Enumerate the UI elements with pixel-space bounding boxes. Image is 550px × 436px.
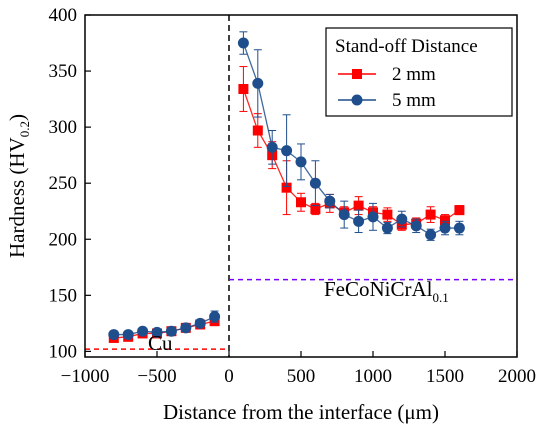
legend-label: 5 mm (392, 90, 436, 111)
data-point (324, 195, 336, 207)
data-point (137, 325, 149, 337)
data-point (396, 213, 408, 225)
data-point (440, 215, 450, 226)
data-point (425, 229, 437, 241)
data-point (194, 317, 206, 329)
data-point (151, 326, 163, 338)
annotation-cu: Cu (148, 331, 173, 355)
data-point (367, 211, 379, 223)
y-tick-label: 300 (49, 117, 78, 138)
data-point (353, 200, 364, 211)
x-tick-label: 2000 (498, 366, 536, 387)
x-tick-label: −500 (137, 366, 176, 387)
legend-label: 2 mm (392, 64, 436, 85)
data-point (338, 209, 350, 221)
y-tick-label: 400 (49, 5, 78, 26)
x-tick-label: 1500 (426, 366, 464, 387)
series-line-0-1 (242, 88, 460, 226)
x-axis: −1000 −500 0 500 1000 1500 2000 (61, 351, 536, 387)
reference-lines (85, 15, 517, 357)
series-1 (108, 31, 465, 341)
y-axis-title-main: Hardness (HV (5, 137, 29, 258)
data-point (410, 220, 422, 232)
y-axis: 100 150 200 250 300 350 400 (49, 5, 91, 362)
data-point (425, 209, 436, 220)
data-point (281, 145, 293, 157)
legend-title: Stand-off Distance (335, 36, 478, 57)
data-point (381, 222, 393, 234)
legend-marker (351, 94, 363, 106)
series-line-1-1 (242, 42, 460, 236)
legend-items: 2 mm 5 mm (338, 64, 436, 111)
x-tick-label: 1000 (354, 366, 392, 387)
series-layer (108, 31, 465, 343)
data-point (296, 197, 306, 208)
y-tick-label: 350 (49, 61, 78, 82)
data-point (252, 125, 263, 136)
y-axis-title: Hardness (HV0.2) (5, 114, 32, 258)
legend: Stand-off Distance 2 mm 5 mm (325, 27, 513, 117)
data-point (266, 141, 278, 153)
annotation-alloy: FeCoNiCrAl0.1 (324, 277, 449, 305)
data-point (122, 329, 134, 341)
y-tick-label: 150 (49, 285, 78, 306)
data-point (108, 329, 120, 341)
data-point (453, 222, 465, 234)
data-point (209, 311, 221, 323)
data-point (309, 177, 321, 189)
y-axis-title-sub: 0.2 (17, 121, 32, 137)
data-point (295, 156, 307, 168)
data-point (382, 209, 393, 220)
x-tick-label: −1000 (61, 366, 110, 387)
data-point (237, 37, 249, 49)
y-tick-label: 250 (49, 173, 78, 194)
annotation-alloy-main: FeCoNiCrAl (324, 277, 433, 301)
x-tick-label: 0 (224, 366, 234, 387)
data-point (353, 215, 365, 227)
data-point (439, 222, 451, 234)
legend-marker (352, 69, 362, 79)
x-axis-title: Distance from the interface (μm) (163, 400, 439, 424)
y-axis-title-close: ) (5, 114, 29, 121)
y-tick-label: 100 (49, 341, 78, 362)
data-point (238, 84, 249, 95)
data-point (165, 325, 177, 337)
data-point (180, 322, 192, 334)
annotation-alloy-sub: 0.1 (433, 290, 449, 305)
x-tick-label: 500 (287, 366, 316, 387)
y-tick-label: 200 (49, 229, 78, 250)
data-point (454, 205, 465, 216)
data-point (310, 203, 321, 214)
data-point (281, 182, 292, 193)
data-point (252, 77, 264, 89)
